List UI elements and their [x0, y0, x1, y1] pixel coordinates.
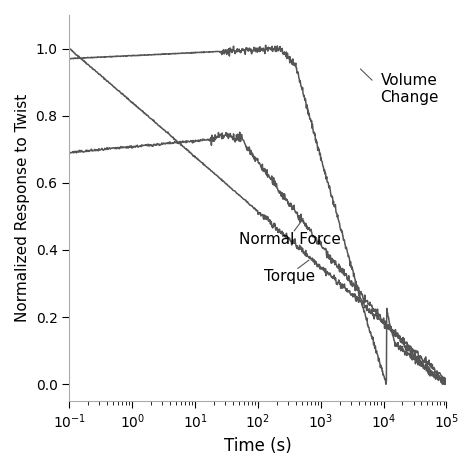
X-axis label: Time (s): Time (s) — [224, 437, 292, 455]
Y-axis label: Normalized Response to Twist: Normalized Response to Twist — [15, 94, 30, 322]
Text: Normal Force: Normal Force — [239, 232, 341, 247]
Text: Volume
Change: Volume Change — [381, 73, 439, 105]
Text: Torque: Torque — [264, 269, 315, 284]
